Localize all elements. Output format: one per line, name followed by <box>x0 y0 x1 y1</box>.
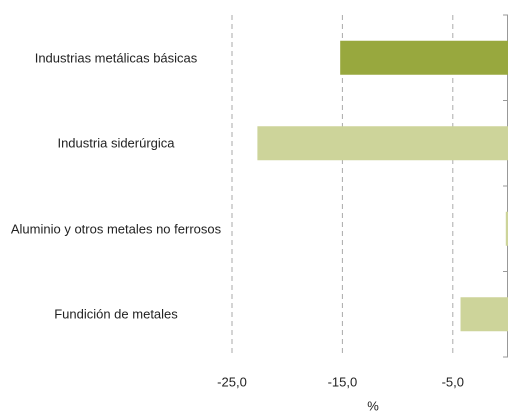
bar <box>340 40 508 75</box>
x-tick-label: -15,0 <box>328 374 358 389</box>
bar <box>460 297 508 332</box>
x-tick-label: -25,0 <box>217 374 247 389</box>
category-label: Aluminio y otros metales no ferrosos <box>10 221 222 237</box>
bar <box>505 211 508 246</box>
bar <box>257 126 508 161</box>
category-label: Fundición de metales <box>54 306 178 322</box>
category-label: Industria siderúrgica <box>57 135 175 151</box>
x-axis-label: % <box>367 398 379 413</box>
x-tick-label: -5,0 <box>442 374 464 389</box>
category-label: Industrias metálicas básicas <box>34 50 198 66</box>
